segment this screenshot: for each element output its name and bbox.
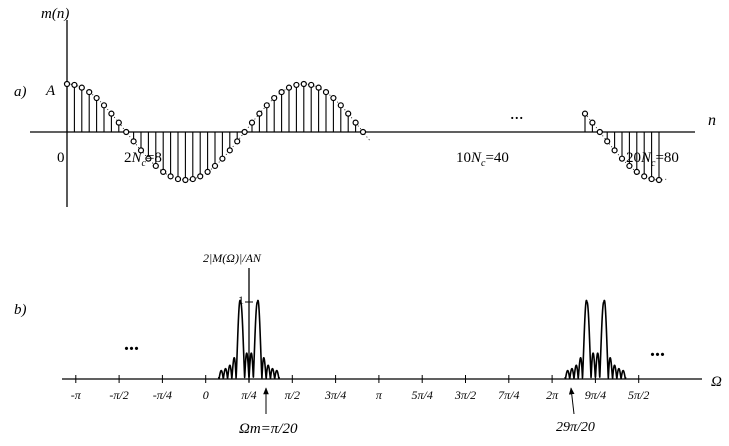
x-tick-label-7: π xyxy=(376,388,383,402)
sample-7 xyxy=(115,119,122,126)
peak2-annotation: 29π/20 xyxy=(556,420,595,435)
sample-29 xyxy=(278,88,285,96)
sample-22 xyxy=(226,147,233,154)
sample-14 xyxy=(167,173,174,180)
sample-71 xyxy=(589,119,596,126)
peak2-arrow xyxy=(568,387,575,415)
tick-label-10nc: 10Nc=40 xyxy=(456,150,509,169)
x-tick-label-2: -π/4 xyxy=(153,388,172,402)
sample-20 xyxy=(211,162,219,170)
tick-label-20nc: 20Nc=80 xyxy=(626,150,679,169)
sample-38 xyxy=(345,110,352,117)
x-tick-label-9: 3π/2 xyxy=(454,388,476,402)
panel-b-y-tick-label: 1 xyxy=(238,293,244,307)
x-tick-label-13: 5π/2 xyxy=(628,388,649,402)
sample-40 xyxy=(359,128,367,136)
x-tick-label-10: 7π/4 xyxy=(498,388,519,402)
sample-18 xyxy=(197,173,204,180)
sample-13 xyxy=(160,168,167,176)
sample-3 xyxy=(86,88,93,96)
sample-26 xyxy=(256,110,263,117)
x-tick-label-12: 9π/4 xyxy=(585,388,606,402)
sample-27 xyxy=(263,102,270,109)
sample-70 xyxy=(581,110,589,117)
x-tick-label-11: 2π xyxy=(546,388,559,402)
sample-16 xyxy=(182,176,189,184)
stem-plot xyxy=(63,80,667,184)
sample-76 xyxy=(626,162,633,170)
sample-1 xyxy=(71,81,78,89)
panel-b-x-axis-label: Ω xyxy=(711,374,722,390)
sample-5 xyxy=(100,102,108,109)
sample-80 xyxy=(655,176,663,184)
sample-34 xyxy=(315,84,322,91)
sample-4 xyxy=(93,94,100,102)
panel-b-ellipsis-left: ... xyxy=(124,333,139,355)
x-ticks: -π -π/2 -π/4 0 π/4 π/2 3π/4 π 5π/4 3π/2 7π/4 2π 9π/4… xyxy=(71,375,649,402)
sample-74 xyxy=(611,147,618,154)
envelope-1 xyxy=(584,113,667,181)
x-tick-label-8: 5π/4 xyxy=(412,388,433,402)
sample-25 xyxy=(248,119,256,126)
sample-17 xyxy=(189,175,196,183)
sample-72 xyxy=(596,128,603,136)
sample-30 xyxy=(285,84,293,91)
panel-a-ellipsis: ... xyxy=(510,103,524,123)
tick-label-2nc: 2Nc=8 xyxy=(124,150,162,169)
sample-75 xyxy=(618,155,626,162)
panel-a-label: a) xyxy=(14,84,27,100)
x-tick-label-0: -π xyxy=(71,388,82,402)
sample-6 xyxy=(108,110,115,117)
sample-36 xyxy=(330,94,337,102)
x-tick-label-4: π/4 xyxy=(241,388,256,402)
sample-79 xyxy=(648,175,655,183)
sample-39 xyxy=(352,119,359,126)
panel-b-ellipsis-right: ... xyxy=(650,339,665,361)
panel-a-x-axis-label: n xyxy=(708,112,716,129)
sample-24 xyxy=(241,128,248,136)
sample-33 xyxy=(308,81,315,89)
x-tick-label-1: -π/2 xyxy=(109,388,128,402)
sample-19 xyxy=(204,168,211,176)
sample-10 xyxy=(137,147,145,154)
panel-a: a) m(n) n A ... 0 2Nc=8 10Nc=40 20Nc=80 xyxy=(14,6,716,207)
sample-37 xyxy=(337,102,344,109)
x-tick-label-3: 0 xyxy=(203,388,209,402)
sample-28 xyxy=(271,94,278,102)
sample-21 xyxy=(219,155,226,162)
x-tick-label-5: π/2 xyxy=(285,388,300,402)
x-tick-label-6: 3π/4 xyxy=(324,388,346,402)
sample-9 xyxy=(130,138,137,145)
spectrum-curve xyxy=(217,299,627,380)
sample-77 xyxy=(633,168,640,176)
panel-b: b) 2|M(Ω)|/AN 1 Ω ... ... -π -π/2 -π/4 0 π/4… xyxy=(14,251,722,437)
tick-label-0: 0 xyxy=(57,150,65,166)
sample-35 xyxy=(322,88,330,96)
panel-b-y-axis-label: 2|M(Ω)|/AN xyxy=(203,251,262,265)
sample-73 xyxy=(604,138,611,145)
sample-31 xyxy=(293,81,300,89)
sample-0 xyxy=(63,80,71,88)
sample-15 xyxy=(174,175,182,183)
sample-11 xyxy=(145,155,152,162)
panel-a-y-axis-label: m(n) xyxy=(41,6,69,22)
sample-12 xyxy=(152,162,159,170)
panel-b-label: b) xyxy=(14,302,27,318)
amplitude-label: A xyxy=(45,83,56,99)
sample-8 xyxy=(123,128,130,136)
omega-m-annotation: Ωm=π/20 xyxy=(239,421,298,437)
sample-23 xyxy=(234,138,241,145)
sample-32 xyxy=(300,80,307,88)
sample-78 xyxy=(641,173,648,180)
sample-2 xyxy=(78,84,85,91)
